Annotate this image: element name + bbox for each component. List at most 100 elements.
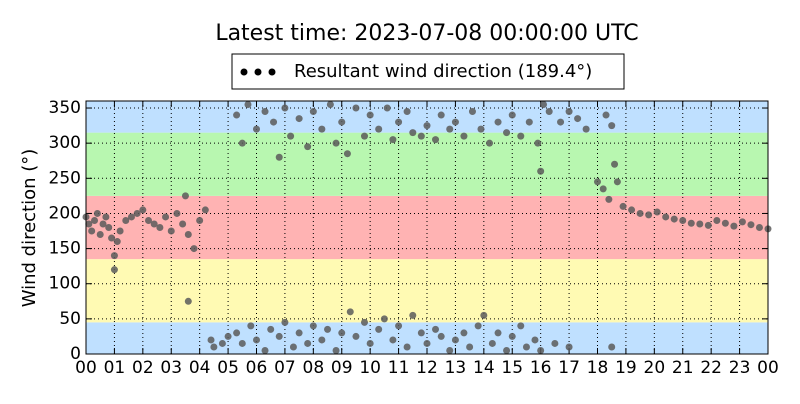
y-tick-label: 0: [70, 344, 81, 364]
point: [360, 318, 368, 326]
point: [389, 336, 397, 344]
x-tick-label: 09: [331, 358, 353, 378]
point: [179, 220, 187, 228]
point: [417, 132, 425, 140]
legend-box: [231, 53, 625, 90]
x-tick-label: 00: [757, 358, 779, 378]
point: [582, 125, 590, 133]
point: [366, 339, 374, 347]
point: [318, 336, 326, 344]
x-tick-label: 10: [359, 358, 381, 378]
point: [352, 104, 360, 112]
point: [267, 325, 275, 333]
point: [338, 329, 346, 337]
point: [156, 224, 164, 231]
point: [594, 178, 601, 186]
chart-title: Latest time: 2023-07-08 00:00:00 UTC: [215, 21, 638, 46]
x-tick-label: 05: [217, 358, 239, 378]
point: [324, 325, 332, 333]
point: [196, 216, 204, 224]
point: [139, 206, 147, 214]
point: [309, 108, 317, 116]
x-tick-label: 11: [388, 358, 410, 378]
point: [494, 329, 502, 337]
point: [304, 339, 312, 347]
point: [508, 111, 516, 119]
point: [85, 220, 93, 228]
x-tick-label: 03: [160, 358, 182, 378]
x-tick-label: 20: [644, 358, 666, 378]
point: [295, 115, 303, 123]
point: [190, 245, 198, 253]
point: [281, 104, 289, 112]
x-tick-label: 12: [416, 358, 438, 378]
point: [287, 132, 295, 140]
x-tick-label: 06: [246, 358, 268, 378]
x-tick-label: 22: [700, 358, 722, 378]
point: [247, 322, 255, 330]
point: [395, 322, 403, 330]
x-tick-label: 00: [75, 358, 97, 378]
point: [343, 150, 351, 158]
legend-label: Resultant wind direction (189.4°): [294, 61, 592, 82]
point: [338, 118, 346, 126]
point: [755, 224, 763, 231]
point: [704, 221, 712, 229]
point: [99, 220, 107, 228]
y-tick-label: 300: [49, 133, 81, 153]
point: [730, 222, 738, 230]
legend-marker: [268, 68, 276, 76]
x-tick-label: 23: [729, 358, 751, 378]
point: [253, 336, 260, 344]
point: [403, 108, 411, 116]
x-tick-label: 17: [558, 358, 580, 378]
point: [517, 132, 525, 140]
point: [636, 209, 644, 217]
point: [679, 216, 687, 224]
point: [437, 332, 445, 340]
point: [110, 266, 118, 274]
point: [534, 139, 542, 147]
point: [619, 202, 627, 210]
point: [127, 213, 135, 221]
x-tick-label: 15: [501, 358, 523, 378]
x-tick-label: 04: [189, 358, 211, 378]
point: [133, 209, 141, 217]
point: [446, 125, 454, 133]
point: [88, 227, 96, 235]
point: [105, 224, 113, 231]
point: [108, 234, 116, 242]
point: [201, 206, 209, 214]
point: [332, 139, 340, 147]
point: [565, 343, 573, 351]
point: [244, 101, 252, 109]
point: [409, 129, 417, 137]
x-tick-label: 18: [587, 358, 609, 378]
point: [474, 322, 482, 330]
point: [145, 216, 153, 224]
point: [275, 153, 283, 161]
point: [238, 339, 246, 347]
point: [409, 311, 417, 319]
point: [537, 167, 545, 175]
point: [545, 108, 553, 116]
point: [451, 336, 459, 344]
point: [437, 111, 445, 119]
point: [432, 325, 440, 333]
point: [304, 143, 312, 151]
point: [352, 332, 360, 340]
point: [102, 213, 110, 221]
y-tick-label: 200: [49, 203, 81, 223]
point: [233, 111, 241, 119]
point: [261, 108, 269, 116]
point: [460, 132, 468, 140]
y-tick-label: 100: [49, 274, 81, 294]
point: [557, 118, 565, 126]
legend-marker: [240, 68, 248, 76]
x-tick-label: 21: [672, 358, 694, 378]
point: [375, 125, 383, 133]
point: [181, 192, 189, 200]
point: [318, 125, 326, 133]
point: [238, 139, 246, 147]
point: [537, 346, 545, 354]
